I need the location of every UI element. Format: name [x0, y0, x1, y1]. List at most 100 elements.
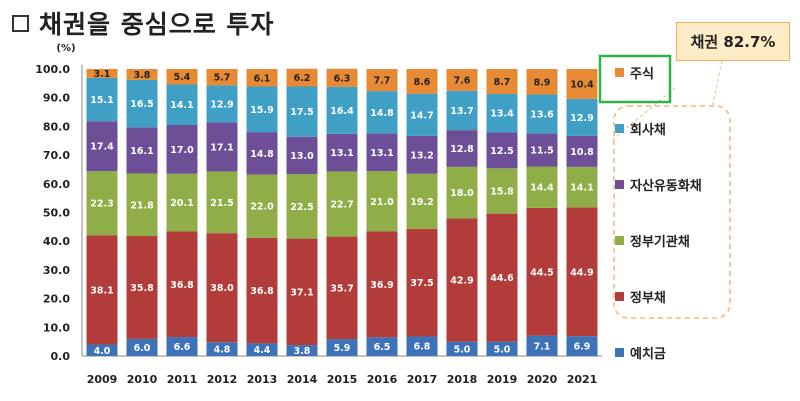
data-label: 14.7	[410, 110, 433, 121]
bar-segment	[206, 233, 238, 343]
legend-swatch	[615, 180, 624, 189]
checkbox-square-icon	[12, 14, 29, 32]
data-label: 6.0	[134, 343, 151, 354]
legend-label: 회사채	[630, 122, 666, 138]
bar-segment	[326, 133, 358, 172]
data-label: 7.7	[374, 76, 391, 87]
data-label: 13.6	[530, 110, 554, 121]
bar-segment	[246, 132, 278, 175]
y-tick-label: 90.0	[43, 92, 70, 105]
data-label: 13.7	[450, 106, 473, 117]
data-label: 5.4	[174, 72, 191, 83]
data-label: 5.0	[494, 344, 511, 355]
bar-segment	[406, 228, 438, 337]
bar-segment	[286, 86, 318, 137]
bar-segment	[526, 335, 558, 356]
bond-share-callout: 채권 82.7%	[676, 22, 790, 61]
bar-segment	[366, 69, 398, 92]
bar-segment	[406, 173, 438, 229]
data-label: 14.1	[570, 183, 593, 194]
bar-segment	[486, 168, 518, 214]
bar-segment	[446, 341, 478, 356]
y-tick-label: 40.0	[43, 235, 70, 248]
bar-segment	[406, 69, 438, 94]
x-tick-label: 2017	[407, 373, 438, 386]
legend-label: 자산유동화채	[630, 178, 702, 194]
bar-segment	[166, 84, 198, 125]
data-label: 8.9	[534, 77, 551, 88]
data-label: 15.1	[90, 95, 113, 106]
data-label: 22.3	[90, 199, 113, 210]
x-tick-label: 2021	[567, 373, 598, 386]
bar-segment	[126, 127, 158, 174]
data-label: 6.3	[334, 73, 351, 84]
bar-segment	[286, 136, 318, 175]
data-label: 44.9	[570, 267, 593, 278]
x-tick-label: 2009	[87, 373, 118, 386]
y-tick-label: 0.0	[51, 350, 71, 363]
data-label: 38.1	[90, 285, 113, 296]
data-label: 5.0	[454, 344, 471, 355]
bar-segment	[326, 236, 358, 340]
bar-segment	[86, 344, 118, 356]
bar-segment	[486, 341, 518, 356]
data-label: 15.8	[490, 186, 514, 197]
bar-segment	[366, 337, 398, 356]
data-label: 10.8	[570, 147, 594, 158]
bar-segment	[526, 69, 558, 95]
bar-segment	[486, 213, 518, 342]
bar-segment	[286, 345, 318, 356]
data-label: 4.8	[214, 345, 231, 356]
data-label: 22.0	[250, 202, 274, 213]
bar-segment	[206, 342, 238, 356]
data-label: 36.8	[170, 280, 194, 291]
legend-label: 정부기관채	[630, 234, 690, 250]
bar-segment	[526, 133, 558, 167]
data-label: 8.6	[414, 77, 431, 88]
data-label: 22.5	[290, 202, 313, 213]
bar-segment	[246, 69, 278, 87]
bar-segment	[566, 135, 598, 167]
bar-segment	[566, 69, 598, 99]
data-label: 21.5	[210, 198, 233, 209]
y-tick-label: 50.0	[43, 207, 70, 220]
bar-segment	[366, 231, 398, 338]
bar-segment	[166, 337, 198, 356]
data-label: 44.5	[530, 267, 553, 278]
data-label: 14.8	[370, 108, 394, 119]
bar-segment	[446, 69, 478, 91]
bar-segment	[86, 235, 118, 345]
legend-label: 정부채	[630, 290, 666, 306]
data-label: 17.1	[210, 142, 233, 153]
bar-segment	[166, 124, 198, 174]
bar-segment	[326, 86, 358, 134]
data-label: 19.2	[410, 197, 433, 208]
data-label: 4.4	[254, 345, 271, 356]
data-label: 14.8	[250, 149, 274, 160]
bar-segment	[206, 69, 238, 86]
y-tick-label: 70.0	[43, 149, 70, 162]
bar-segment	[246, 343, 278, 356]
data-label: 6.8	[414, 342, 431, 353]
data-label: 37.1	[290, 287, 313, 298]
legend-swatch	[615, 348, 624, 357]
x-tick-label: 2018	[447, 373, 478, 386]
bar-segment	[86, 121, 118, 172]
bar-segment	[406, 93, 438, 136]
legend-swatch	[615, 68, 624, 77]
data-label: 10.4	[570, 79, 594, 90]
callout-connector-line	[711, 60, 723, 109]
page-title: 채권을 중심으로 투자	[39, 10, 275, 39]
y-tick-label: 30.0	[43, 264, 70, 277]
x-tick-label: 2016	[367, 373, 398, 386]
y-tick-label: 20.0	[43, 293, 70, 306]
data-label: 35.8	[130, 283, 154, 294]
bar-segment	[126, 236, 158, 339]
data-label: 38.0	[210, 283, 234, 294]
bar-segment	[486, 93, 518, 133]
bar-segment	[326, 339, 358, 356]
bar-segment	[166, 231, 198, 338]
y-axis-unit-label: (%)	[56, 43, 75, 54]
y-tick-label: 60.0	[43, 178, 70, 191]
bar-segment	[246, 174, 278, 238]
